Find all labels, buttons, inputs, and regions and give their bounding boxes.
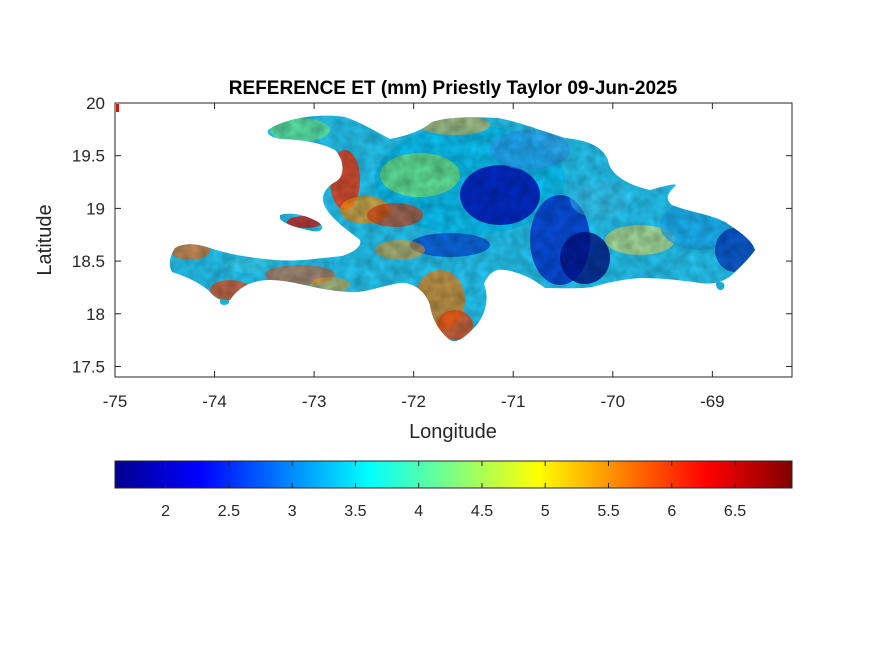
- x-axis-label: Longitude: [409, 421, 497, 443]
- x-tick-label: -75: [103, 392, 128, 411]
- colorbar-tick-label: 5: [541, 503, 550, 520]
- colorbar: [114, 460, 793, 489]
- x-tick-label: -73: [302, 392, 327, 411]
- x-tick-label: -74: [202, 392, 227, 411]
- corner-speck: [116, 104, 119, 112]
- map-title: REFERENCE ET (mm) Priestly Taylor 09-Jun…: [229, 78, 678, 99]
- y-tick-label: 20: [86, 94, 105, 113]
- colorbar-tick-label: 2.5: [218, 503, 240, 520]
- colorbar-tick-label: 5.5: [597, 503, 619, 520]
- colorbar-tick-label: 3: [288, 503, 297, 520]
- x-tick-label: -71: [501, 392, 526, 411]
- y-tick-label: 19: [86, 199, 105, 218]
- colorbar-tick-label: 3.5: [344, 503, 366, 520]
- colorbar-ticks: 2 2.5 3 3.5 4 4.5 5 5.5 6 6.5: [161, 461, 746, 520]
- x-tick-label: -69: [700, 392, 725, 411]
- x-axis: -75 -74 -73 -72 -71 -70 -69: [103, 103, 725, 411]
- colorbar-tick-label: 6.5: [724, 503, 746, 520]
- y-tick-label: 18.5: [72, 252, 105, 271]
- y-tick-label: 19.5: [72, 147, 105, 166]
- x-tick-label: -72: [401, 392, 426, 411]
- y-tick-label: 17.5: [72, 357, 105, 376]
- colorbar-tick-label: 6: [667, 503, 676, 520]
- y-axis: 20 19.5 19 18.5 18 17.5: [72, 94, 792, 376]
- colorbar-tick-label: 4.5: [471, 503, 493, 520]
- colorbar-tick-label: 2: [161, 503, 170, 520]
- y-axis-label: Latitude: [34, 204, 56, 275]
- y-tick-label: 18: [86, 305, 105, 324]
- colorbar-tick-label: 4: [414, 503, 423, 520]
- x-tick-label: -70: [601, 392, 626, 411]
